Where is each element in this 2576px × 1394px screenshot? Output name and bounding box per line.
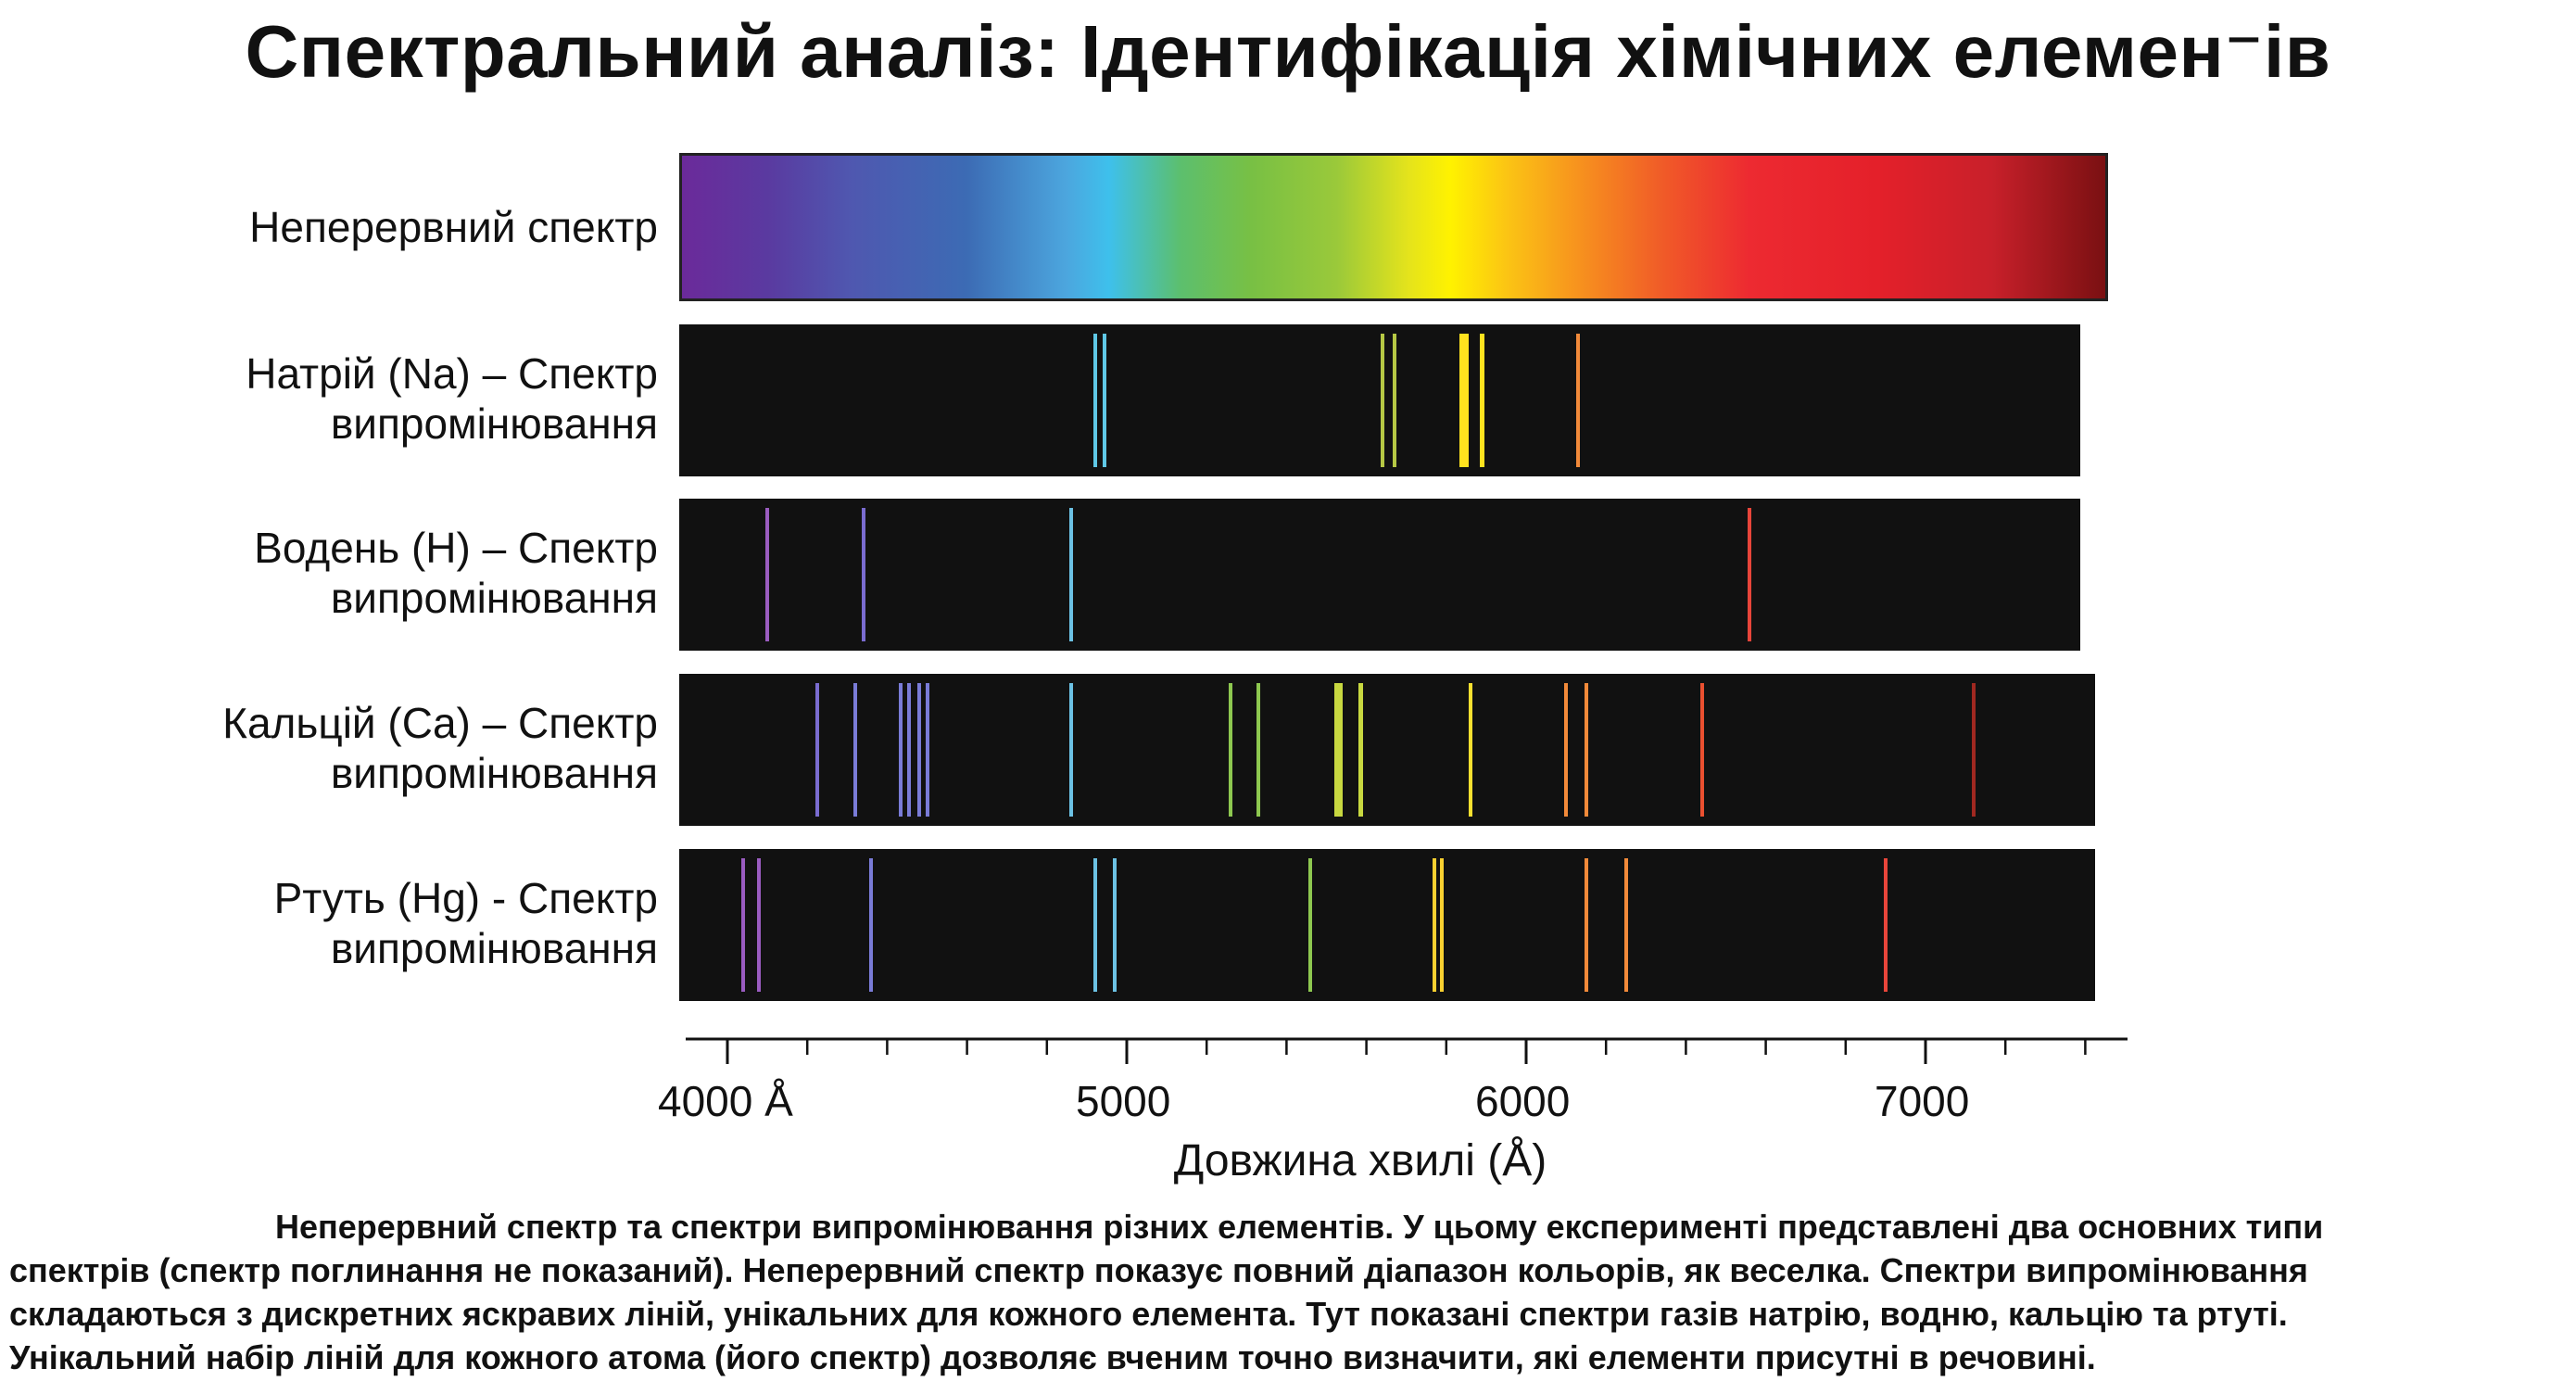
mercury-emission-line (741, 858, 746, 992)
calcium-emission-line (1468, 683, 1472, 817)
continuous-spectrum-label: Неперервний спектр (249, 203, 658, 251)
sodium-emission-line (1459, 334, 1470, 467)
mercury-emission-line (1113, 858, 1118, 992)
sodium-label-line1: Натрій (Na) – Спектр (246, 349, 658, 398)
calcium-emission-line (1564, 683, 1569, 817)
sodium-emission-line (1392, 334, 1396, 467)
calcium-emission-line (916, 683, 921, 817)
mercury-spectrum-strip (679, 849, 2095, 1001)
continuous-spectrum-strip (679, 153, 2108, 301)
tick-label: 7000 (1875, 1077, 1970, 1125)
calcium-emission-line (1357, 683, 1363, 817)
mercury-emission-line (757, 858, 762, 992)
hydrogen-emission-line (1068, 508, 1073, 641)
sodium-spectrum-strip (679, 324, 2080, 476)
calcium-emission-line (907, 683, 912, 817)
hydrogen-label-line2: випромінювання (330, 574, 658, 622)
caption-line: Неперервний спектр та спектри випромінюв… (275, 1208, 2324, 1246)
calcium-label-line1: Кальцій (Ca) – Спектр (222, 699, 658, 747)
calcium-emission-line (1229, 683, 1233, 817)
mercury-emission-line (1308, 858, 1313, 992)
sodium-label: Натрій (Na) – Спектр випромінювання (9, 348, 658, 449)
sodium-emission-line (1380, 334, 1384, 467)
mercury-emission-line (1623, 858, 1628, 992)
mercury-emission-line (1883, 858, 1888, 992)
caption-line: спектрів (спектр поглинання не показаний… (9, 1251, 2308, 1289)
calcium-emission-line (1584, 683, 1588, 817)
mercury-label-line1: Ртуть (Hg) - Спектр (273, 874, 658, 922)
tick-label: 6000 (1475, 1077, 1571, 1125)
calcium-emission-line (1971, 683, 1976, 817)
calcium-emission-line (1333, 683, 1343, 817)
calcium-emission-line (1068, 683, 1073, 817)
caption-line: складаються з дискретних яскравих ліній,… (9, 1295, 2288, 1333)
calcium-emission-line (899, 683, 903, 817)
hydrogen-label-line1: Водень (H) – Спектр (254, 524, 658, 572)
mercury-emission-line (1092, 858, 1097, 992)
figure-caption: Неперервний спектр та спектри випромінюв… (9, 1205, 2567, 1379)
mercury-emission-line (1584, 858, 1588, 992)
sodium-emission-line (1576, 334, 1581, 467)
sodium-emission-line (1480, 334, 1485, 467)
mercury-label: Ртуть (Hg) - Спектр випромінювання (9, 873, 658, 973)
mercury-emission-line (1440, 858, 1445, 992)
sodium-label-line2: випромінювання (330, 399, 658, 448)
calcium-label-line2: випромінювання (330, 749, 658, 797)
calcium-emission-line (852, 683, 857, 817)
calcium-emission-line (1256, 683, 1261, 817)
calcium-emission-line (814, 683, 819, 817)
mercury-emission-line (1432, 858, 1436, 992)
x-axis-label: Довжина хвилі (Å) (1173, 1136, 1547, 1185)
mercury-label-line2: випромінювання (330, 924, 658, 972)
calcium-emission-line (925, 683, 929, 817)
calcium-emission-line (1699, 683, 1704, 817)
sodium-emission-line (1092, 334, 1097, 467)
calcium-label: Кальцій (Ca) – Спектр випромінювання (9, 698, 658, 798)
tick-label: 4000 Å (658, 1077, 793, 1125)
tick-label: 5000 (1076, 1077, 1171, 1125)
hydrogen-emission-line (861, 508, 865, 641)
sodium-emission-line (1103, 334, 1107, 467)
hydrogen-label: Водень (H) – Спектр випромінювання (9, 523, 658, 623)
hydrogen-spectrum-strip (679, 499, 2080, 651)
caption-line: Унікальний набір ліній для кожного атома… (9, 1338, 2096, 1376)
hydrogen-emission-line (765, 508, 770, 641)
mercury-emission-line (869, 858, 874, 992)
page-title: Спектральний аналіз: Ідентифікація хіміч… (245, 10, 2331, 93)
calcium-spectrum-strip (679, 674, 2095, 826)
hydrogen-emission-line (1748, 508, 1752, 641)
